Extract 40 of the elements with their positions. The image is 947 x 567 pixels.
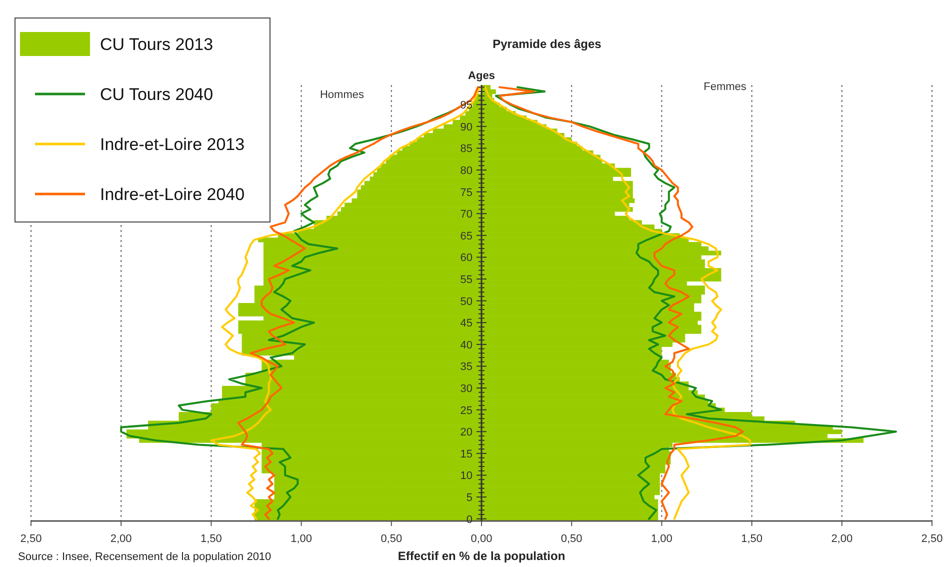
y-tick-label: 50 <box>460 296 472 308</box>
chart-title: Pyramide des âges <box>492 37 602 51</box>
y-tick-label: 15 <box>460 448 472 460</box>
x-tick-label: 2,50 <box>20 533 42 545</box>
annotation: Femmes <box>704 81 747 93</box>
y-tick-label: 45 <box>460 318 472 330</box>
y-tick-label: 30 <box>460 383 472 396</box>
y-tick-label: 95 <box>460 100 472 112</box>
y-axis-title: Ages <box>468 70 495 82</box>
annotation: Hommes <box>320 89 364 101</box>
x-tick-label: 1,50 <box>741 533 763 545</box>
y-tick-label: 55 <box>460 274 472 286</box>
x-tick-label: 1,00 <box>650 533 672 545</box>
legend-label: Indre-et-Loire 2040 <box>100 185 245 204</box>
y-tick-label: 5 <box>466 492 472 504</box>
x-tick-label: 2,00 <box>110 533 132 545</box>
legend-label: CU Tours 2013 <box>100 35 214 54</box>
y-tick-label: 10 <box>460 470 472 482</box>
y-tick-label: 60 <box>460 252 472 264</box>
y-tick-label: 90 <box>460 121 472 134</box>
x-tick-label: 0,50 <box>560 533 582 545</box>
x-tick-label: 2,50 <box>921 533 943 545</box>
y-tick-label: 35 <box>460 361 472 374</box>
y-tick-label: 80 <box>460 165 472 178</box>
x-tick-label: 2,00 <box>831 533 853 545</box>
source-note: Source : Insee, Recensement de la population 2010 <box>18 551 272 563</box>
x-tick-label: 0,50 <box>380 533 402 545</box>
x-tick-label: 0,00 <box>470 533 492 545</box>
y-tick-label: 75 <box>460 186 472 199</box>
legend-label: CU Tours 2040 <box>100 85 214 104</box>
y-tick-label: 70 <box>460 208 472 221</box>
y-tick-label: 65 <box>460 230 472 242</box>
y-tick-label: 25 <box>460 404 472 417</box>
x-tick-label: 1,50 <box>200 533 222 545</box>
x-tick-label: 1,00 <box>290 533 312 545</box>
y-tick-label: 85 <box>460 143 472 156</box>
y-tick-label: 20 <box>460 426 472 439</box>
y-tick-label: 40 <box>460 339 472 352</box>
legend-label: Indre-et-Loire 2013 <box>100 135 245 154</box>
x-axis-title: Effectif en % de la population <box>398 549 566 563</box>
